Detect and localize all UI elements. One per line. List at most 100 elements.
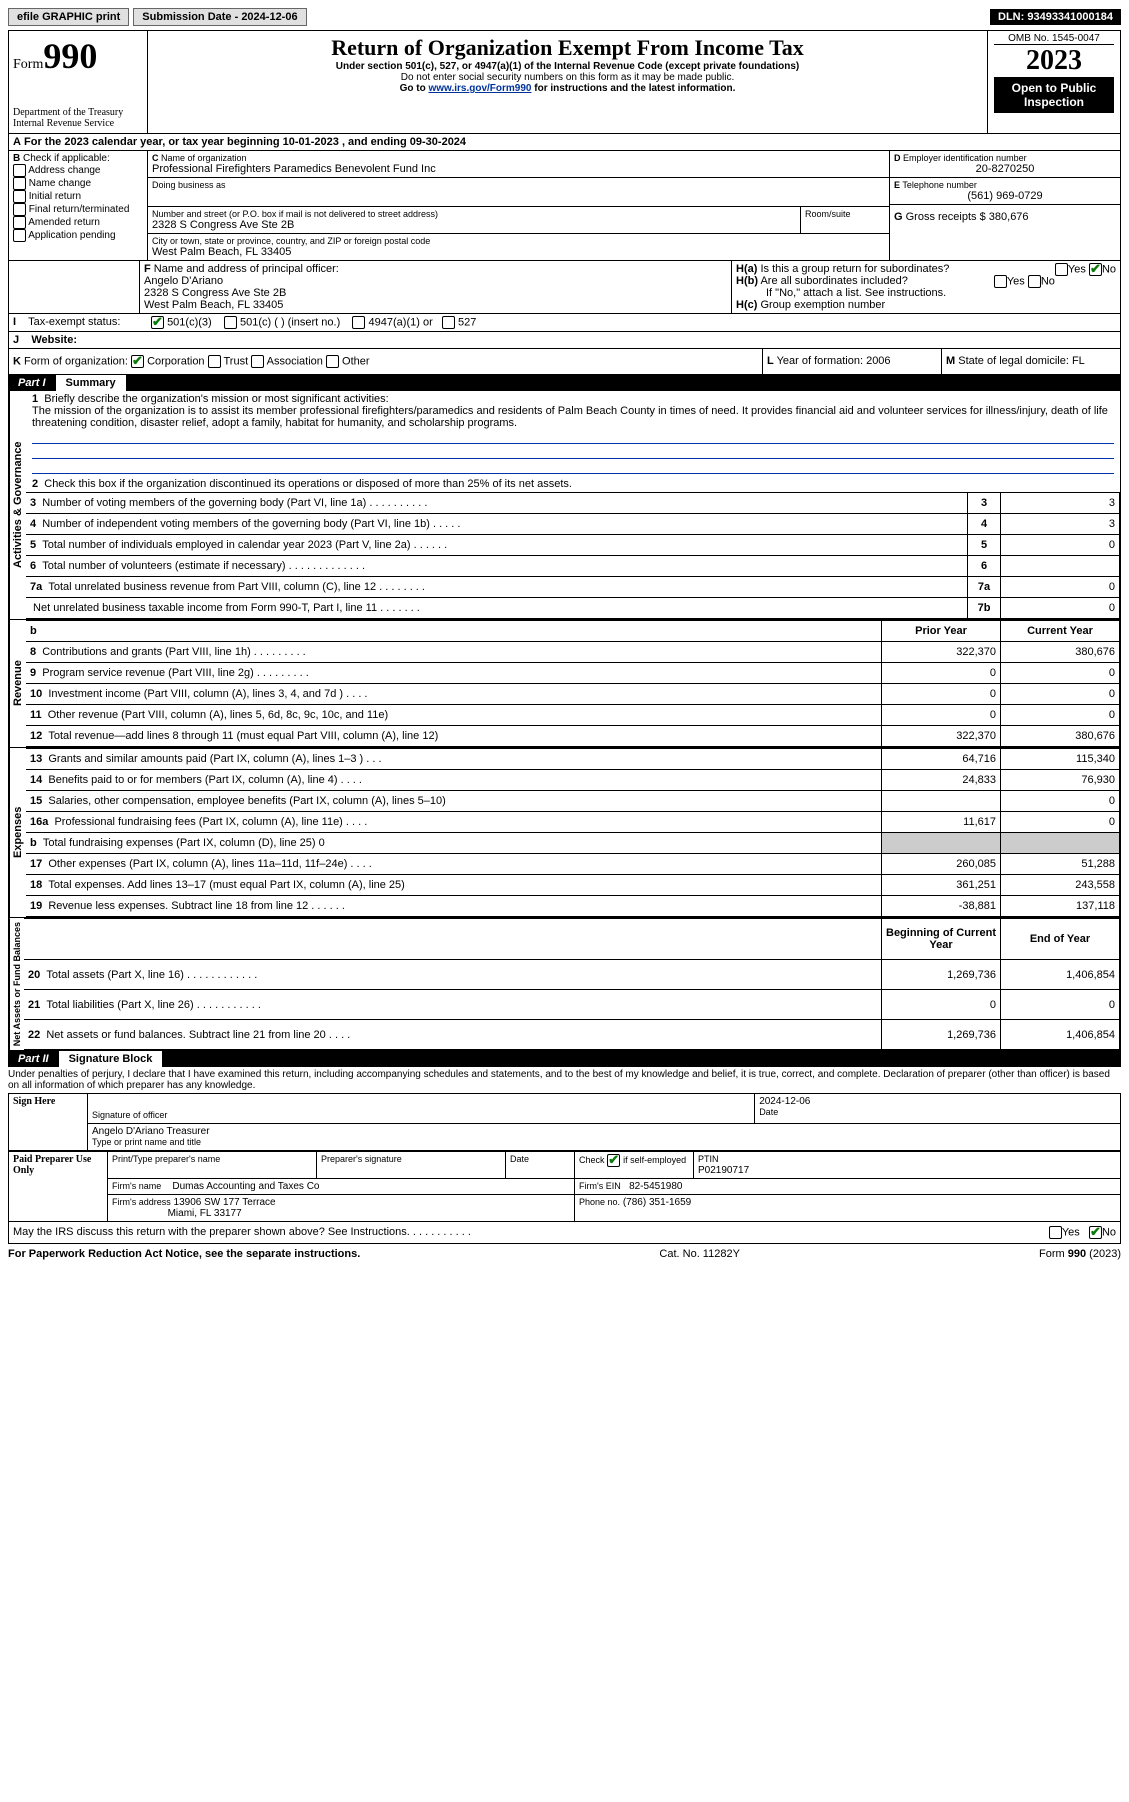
- prep-title: Paid Preparer Use Only: [9, 1152, 108, 1222]
- side-expenses: Expenses: [9, 748, 26, 917]
- goto-pre: Go to: [400, 83, 429, 94]
- firm-name: Dumas Accounting and Taxes Co: [172, 1181, 319, 1192]
- firm-label: Firm's name: [112, 1181, 161, 1191]
- m-label: State of legal domicile: FL: [958, 355, 1085, 367]
- sign-here: Sign Here: [9, 1094, 88, 1151]
- submission-date: Submission Date - 2024-12-06: [133, 8, 306, 26]
- g-label: Gross receipts $: [906, 211, 986, 223]
- form-title: Return of Organization Exempt From Incom…: [152, 35, 983, 61]
- name-title-label: Type or print name and title: [92, 1137, 201, 1147]
- e-label: Telephone number: [902, 180, 977, 190]
- irs-link[interactable]: www.irs.gov/Form990: [428, 83, 531, 94]
- date-label: Date: [759, 1107, 778, 1117]
- efile-button[interactable]: efile GRAPHIC print: [8, 8, 129, 26]
- org-city: West Palm Beach, FL 33405: [152, 246, 885, 258]
- ptin: P02190717: [698, 1165, 749, 1176]
- sign-block: Sign Here Signature of officer 2024-12-0…: [8, 1093, 1121, 1151]
- perjury-text: Under penalties of perjury, I declare th…: [8, 1067, 1121, 1093]
- 527-check[interactable]: [442, 316, 455, 329]
- j-label: Website:: [31, 334, 77, 346]
- ein-label: Firm's EIN: [579, 1181, 621, 1191]
- prep-c1: Print/Type preparer's name: [112, 1154, 220, 1164]
- other-check[interactable]: [326, 355, 339, 368]
- discuss-no-check[interactable]: [1089, 1226, 1102, 1239]
- officer-addr1: 2328 S Congress Ave Ste 2B: [144, 287, 286, 299]
- assoc-check[interactable]: [251, 355, 264, 368]
- i-o1: 501(c)(3): [167, 316, 212, 328]
- phone-label: Phone no.: [579, 1197, 620, 1207]
- k-o1: Corporation: [147, 355, 204, 367]
- 501c-check[interactable]: [224, 316, 237, 329]
- firm-addr-label: Firm's address: [112, 1197, 171, 1207]
- b-check[interactable]: [13, 203, 26, 216]
- hb-no-check[interactable]: [1028, 275, 1041, 288]
- part1-title: Summary: [56, 375, 126, 391]
- room-label: Room/suite: [800, 207, 889, 233]
- side-governance: Activities & Governance: [9, 391, 26, 619]
- goto-post: for instructions and the latest informat…: [531, 83, 735, 94]
- hb-yes-check[interactable]: [994, 275, 1007, 288]
- omb: OMB No. 1545-0047: [994, 33, 1114, 45]
- col-end: End of Year: [1001, 919, 1120, 960]
- ha-no-check[interactable]: [1089, 263, 1102, 276]
- dln: DLN: 93493341000184: [990, 9, 1121, 25]
- hb-note: If "No," attach a list. See instructions…: [736, 287, 1116, 299]
- hb-label: Are all subordinates included?: [760, 275, 907, 287]
- side-revenue: Revenue: [9, 620, 26, 747]
- org-name: Professional Firefighters Paramedics Ben…: [152, 163, 885, 175]
- 501c3-check[interactable]: [151, 316, 164, 329]
- mission-text: The mission of the organization is to as…: [32, 405, 1108, 429]
- dept: Department of the Treasury Internal Reve…: [13, 107, 143, 129]
- part1-bar: Part I Summary: [8, 375, 1121, 391]
- sign-date: 2024-12-06: [759, 1096, 810, 1107]
- col-curr: Current Year: [1001, 621, 1120, 642]
- self-emp-check[interactable]: [607, 1154, 620, 1167]
- prep-c4b: if self-employed: [623, 1155, 686, 1165]
- phone: (561) 969-0729: [894, 190, 1116, 202]
- k-label: Form of organization:: [24, 355, 128, 367]
- line-a: A For the 2023 calendar year, or tax yea…: [8, 134, 1121, 151]
- side-net: Net Assets or Fund Balances: [9, 918, 24, 1050]
- q1: Briefly describe the organization's miss…: [44, 393, 388, 405]
- ptin-label: PTIN: [698, 1154, 719, 1164]
- col-prior: Prior Year: [882, 621, 1001, 642]
- b-check[interactable]: [13, 216, 26, 229]
- hc-label: Group exemption number: [760, 299, 885, 311]
- preparer-block: Paid Preparer Use Only Print/Type prepar…: [8, 1151, 1121, 1222]
- officer-name: Angelo D'Ariano: [144, 275, 223, 287]
- i-o2: 501(c) ( ) (insert no.): [240, 316, 340, 328]
- b-check[interactable]: [13, 229, 26, 242]
- officer-sig-name: Angelo D'Ariano Treasurer: [92, 1126, 210, 1137]
- discuss-yes: Yes: [1062, 1227, 1080, 1239]
- i-label: Tax-exempt status:: [28, 316, 120, 328]
- b-check[interactable]: [13, 190, 26, 203]
- trust-check[interactable]: [208, 355, 221, 368]
- f-label: Name and address of principal officer:: [154, 263, 339, 275]
- form-label: Form: [13, 57, 43, 72]
- officer-addr2: West Palm Beach, FL 33405: [144, 299, 283, 311]
- org-address: 2328 S Congress Ave Ste 2B: [152, 219, 796, 231]
- part2-bar: Part II Signature Block: [8, 1051, 1121, 1067]
- tax-year: 2023: [994, 45, 1114, 77]
- ha-yes-check[interactable]: [1055, 263, 1068, 276]
- l-label: Year of formation: 2006: [777, 355, 891, 367]
- firm-ein: 82-5451980: [629, 1181, 682, 1192]
- part2-num: Part II: [8, 1051, 59, 1067]
- gross-receipts: 380,676: [989, 211, 1029, 223]
- k-o2: Trust: [223, 355, 248, 367]
- part1-num: Part I: [8, 375, 56, 391]
- k-o3: Association: [267, 355, 323, 367]
- addr-label: Number and street (or P.O. box if mail i…: [152, 209, 796, 219]
- corp-check[interactable]: [131, 355, 144, 368]
- firm-addr1: 13906 SW 177 Terrace: [174, 1197, 276, 1208]
- discuss-yes-check[interactable]: [1049, 1226, 1062, 1239]
- discuss-no: No: [1102, 1227, 1116, 1239]
- q2: Check this box if the organization disco…: [44, 478, 572, 490]
- subtitle-2: Do not enter social security numbers on …: [152, 72, 983, 83]
- b-check[interactable]: [13, 177, 26, 190]
- ha-label: Is this a group return for subordinates?: [760, 263, 949, 275]
- 4947-check[interactable]: [352, 316, 365, 329]
- b-check[interactable]: [13, 164, 26, 177]
- no-label: No: [1102, 263, 1116, 275]
- prep-c3: Date: [510, 1154, 529, 1164]
